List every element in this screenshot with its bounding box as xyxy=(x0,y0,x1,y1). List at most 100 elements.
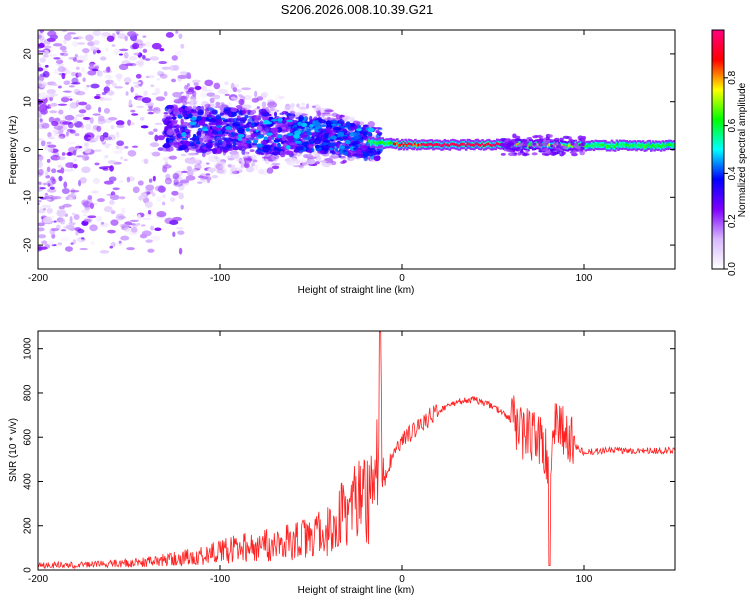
spectrogram-noise-blob xyxy=(148,178,153,183)
spectrogram-hotspot xyxy=(225,126,232,131)
spectrogram-band-core xyxy=(373,141,376,145)
spectrogram-noise-blob xyxy=(245,161,251,164)
spectrogram-noise-blob xyxy=(271,162,281,166)
spectrogram-band-core xyxy=(672,143,675,147)
spectrogram-band-scatter xyxy=(500,152,506,156)
spectrogram-noise-blob xyxy=(112,150,123,155)
spectrogram-hotspot xyxy=(339,138,344,141)
spectrogram-noise-blob xyxy=(101,92,107,96)
spectrogram-noise-blob xyxy=(133,52,141,56)
spectrogram-noise-blob xyxy=(172,173,180,180)
spectrogram-noise-blob xyxy=(62,203,72,208)
spectrogram-signal-blob xyxy=(273,151,280,155)
spectrogram-signal-blob xyxy=(211,148,218,155)
spectrogram-noise-blob xyxy=(44,195,51,200)
spectrogram-noise-blob xyxy=(86,84,90,88)
spectrogram-band-core xyxy=(391,142,394,145)
spectrogram-noise-blob xyxy=(92,30,102,37)
spectrogram-noise-blob xyxy=(305,103,310,109)
spectrogram-band-scatter xyxy=(558,143,562,146)
spectrogram-band-core xyxy=(402,144,406,147)
spectrogram-noise-blob xyxy=(151,42,162,50)
spectrogram-band-core xyxy=(497,142,501,146)
spectrogram-noise-blob xyxy=(49,186,55,190)
spectrogram-band-scatter xyxy=(523,153,530,156)
spectrogram-noise-blob xyxy=(162,166,168,173)
spectrogram-band-core xyxy=(386,141,389,145)
spectrogram-band-core xyxy=(643,145,647,149)
spectrogram-noise-blob xyxy=(53,220,57,223)
spectrogram-band-scatter xyxy=(525,149,529,154)
spectrogram-noise-blob xyxy=(251,97,259,103)
spectrogram-noise-blob xyxy=(42,71,50,78)
spectrogram-noise-blob xyxy=(72,81,81,84)
spectrogram-noise-blob xyxy=(174,170,183,177)
spectrogram-noise-blob xyxy=(73,158,77,162)
spectrogram-noise-blob xyxy=(59,45,67,51)
spectrogram-noise-blob xyxy=(117,33,127,40)
spectrogram-noise-blob xyxy=(66,141,76,145)
spectrogram-band-core xyxy=(610,143,614,147)
spectrogram-noise-blob xyxy=(64,168,75,172)
spectrogram-noise-blob xyxy=(55,63,65,66)
spectrogram-band-core xyxy=(374,141,378,145)
spectrogram-noise-blob xyxy=(101,33,110,39)
spectrogram-band-core xyxy=(591,143,594,147)
spectrogram-noise-blob xyxy=(75,238,85,242)
spectrogram-signal-blob xyxy=(232,146,239,151)
spectrogram-band-core xyxy=(404,142,407,146)
spectrogram-noise-blob xyxy=(124,146,129,149)
spectrogram-band-core xyxy=(455,143,458,147)
spectrogram-noise-blob xyxy=(38,34,42,39)
spectrogram-signal-blob xyxy=(176,133,182,139)
snr-y-label: SNR (10 * v/v) xyxy=(8,418,19,482)
spectrogram-noise-blob xyxy=(69,102,79,109)
spectrogram-noise-blob xyxy=(83,70,88,75)
spectrogram-noise-blob xyxy=(187,153,197,156)
spectrogram-noise-blob xyxy=(214,156,219,159)
spectrogram-noise-blob xyxy=(103,107,111,114)
spectrogram-band-scatter xyxy=(532,142,536,146)
spectrogram-noise-blob xyxy=(238,93,243,98)
spectrogram-noise-blob xyxy=(132,186,140,194)
spectrogram-band-core xyxy=(667,143,671,147)
spectrogram-noise-blob xyxy=(114,86,124,89)
spectrogram-signal-blob xyxy=(239,117,248,122)
spectrogram-noise-blob xyxy=(38,125,42,129)
spectrogram-noise-blob xyxy=(75,66,80,71)
spectrogram-signal-blob xyxy=(317,128,326,132)
spectrogram-band-scatter xyxy=(542,142,548,147)
spectrogram-noise-blob xyxy=(119,156,124,160)
spectrogram-band-core xyxy=(664,143,668,147)
spectrogram-band-core xyxy=(382,142,386,146)
spectrogram-noise-blob xyxy=(227,101,232,107)
spectrogram-noise-blob xyxy=(119,196,126,200)
spectrogram-noise-blob xyxy=(92,177,101,185)
spectrogram-noise-blob xyxy=(60,52,69,57)
spectrogram-noise-blob xyxy=(150,151,159,155)
spectrogram-noise-blob xyxy=(40,140,46,147)
spectrogram-noise-blob xyxy=(278,96,286,99)
colorbar-tick-label: 0.0 xyxy=(727,262,738,276)
spectrogram-band-scatter xyxy=(508,140,512,144)
spectrogram-band-scatter xyxy=(514,138,522,141)
spectrogram-noise-blob xyxy=(189,98,198,104)
spectrogram-band-core xyxy=(630,144,633,148)
spectrogram-noise-blob xyxy=(51,196,62,200)
spectrogram-band-core xyxy=(482,144,486,148)
spectrogram-noise-blob xyxy=(126,247,135,251)
spectrogram-band-core xyxy=(651,143,655,147)
spectrogram-hotspot xyxy=(356,128,362,132)
spectrogram-noise-blob xyxy=(103,180,114,185)
spectrogram-noise-blob xyxy=(108,134,116,141)
spectrogram-signal-blob xyxy=(206,142,211,146)
spectrogram-band-core xyxy=(389,141,393,145)
spectrogram-band-scatter xyxy=(538,137,544,141)
spectrogram-x-tick-label: 0 xyxy=(399,273,405,284)
spectrogram-hotspot xyxy=(322,142,328,146)
spectrogram-noise-blob xyxy=(110,125,115,130)
spectrogram-noise-blob xyxy=(90,240,95,246)
spectrogram-band-core xyxy=(428,142,432,146)
spectrogram-noise-blob xyxy=(78,179,82,187)
spectrogram-band-scatter xyxy=(551,151,556,155)
